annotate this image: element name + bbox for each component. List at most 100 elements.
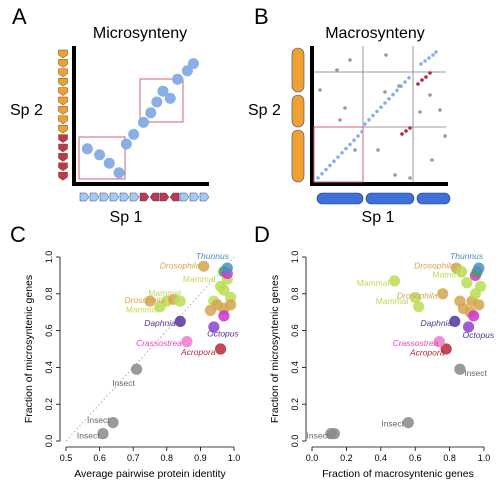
species-label: Mammal [432, 269, 465, 279]
species-label: Insect [87, 415, 110, 425]
ortholog-dot [181, 65, 193, 77]
x-tick-label: 1.0 [228, 453, 241, 463]
species-label: Insect [112, 378, 135, 388]
ortholog-dot [164, 92, 176, 104]
gene-arrow-icon [58, 106, 68, 115]
ortholog-dot [356, 134, 360, 138]
ortholog-dot [443, 134, 447, 138]
data-point [468, 310, 480, 322]
ortholog-dot [430, 158, 434, 162]
ortholog-dot [428, 71, 432, 75]
data-point [473, 299, 485, 311]
species-label: Drosophila [124, 295, 165, 305]
data-point [225, 299, 237, 311]
data-point [144, 295, 156, 307]
gene-arrow-icon [58, 87, 68, 96]
ortholog-dot [375, 109, 379, 114]
ortholog-dot [335, 68, 339, 72]
species-label: Drosophila [397, 291, 438, 301]
y-tick-label: 0.6 [44, 324, 54, 337]
data-point [388, 275, 401, 287]
ortholog-dot [404, 129, 408, 133]
ortholog-dot [383, 90, 387, 94]
ortholog-dot [103, 157, 115, 169]
species-label: Mammal [126, 304, 159, 314]
species-label: Mammal [183, 274, 216, 284]
ortholog-dot [403, 80, 407, 84]
panel-c-scatter: C 0.5 0.6 0.7 0.8 0.9 1.00.00.20.40.60.81.0Av… [10, 222, 240, 480]
ortholog-dot [113, 167, 125, 179]
species-label: Mammal [376, 296, 409, 306]
gene-arrow-icon [58, 153, 68, 162]
gene-arrow-icon [159, 192, 170, 202]
species-label: Insect [307, 430, 330, 440]
species-label: Mammal [148, 288, 181, 298]
panel-a-ylabel: Sp 2 [10, 102, 43, 119]
panel-a-syntenic-block-box [78, 136, 126, 180]
gene-arrow-icon [58, 59, 68, 68]
panel-b-title: Macrosynteny [325, 25, 425, 42]
gene-arrow-icon [58, 115, 68, 125]
y-tick-label: 0.4 [44, 361, 54, 374]
ortholog-dot [424, 75, 428, 79]
panel-b-ylabel: Sp 2 [248, 102, 281, 119]
species-label: Insect [464, 368, 487, 378]
ortholog-dot [393, 173, 397, 177]
gene-arrow-icon [139, 192, 150, 202]
data-point [107, 417, 119, 429]
ortholog-dot [434, 50, 438, 54]
data-point [181, 336, 193, 348]
data-point [474, 280, 487, 293]
data-point [461, 277, 473, 289]
panel-a-title: Microsynteny [93, 25, 187, 42]
panel-b-sp1-chromosome [365, 192, 415, 205]
ortholog-dot [423, 59, 427, 63]
ortholog-dot [145, 107, 157, 119]
data-point [218, 310, 230, 322]
gene-arrow-icon [58, 171, 68, 181]
ortholog-dot [151, 96, 163, 108]
data-point [449, 315, 461, 327]
x-tick-label: 0.9 [194, 453, 207, 463]
y-tick-label: 0.6 [290, 324, 300, 337]
ortholog-dot [416, 82, 420, 86]
ortholog-dot [397, 84, 401, 88]
gene-arrow-icon [99, 192, 110, 202]
gene-arrow-icon [58, 134, 68, 143]
ortholog-dot [336, 155, 340, 159]
gene-arrow-icon [189, 192, 200, 202]
data-point [454, 363, 466, 375]
ortholog-dot [387, 97, 391, 101]
data-point [221, 262, 233, 274]
y-tick-label: 0.4 [290, 361, 300, 374]
ortholog-dot [340, 151, 344, 155]
ortholog-dot [94, 149, 106, 161]
ortholog-dot [395, 88, 399, 93]
ortholog-dot [81, 143, 93, 155]
gene-arrow-icon [129, 192, 140, 202]
species-label: Daphnia [144, 318, 176, 328]
y-tick-label: 0.0 [290, 435, 300, 448]
ortholog-dot [157, 85, 169, 97]
panel-b-sp1-chromosome [416, 192, 451, 205]
identity-diagonal-line [65, 256, 235, 442]
x-tick-label: 0.0 [306, 453, 319, 463]
data-point [437, 288, 449, 300]
species-label: Drosophila [414, 260, 455, 270]
ortholog-dot [318, 88, 322, 92]
data-point [413, 301, 425, 313]
species-label: Octopus [463, 330, 495, 340]
x-tick-label: 0.7 [127, 453, 140, 463]
species-label: Crassostrea [393, 338, 439, 348]
panel-b-sp1-chromosome [316, 192, 364, 205]
y-tick-label: 0.0 [44, 435, 54, 448]
ortholog-dot [332, 159, 336, 163]
ortholog-dot [384, 53, 388, 57]
gene-arrow-icon [199, 192, 210, 202]
panel-b-letter: B [254, 4, 269, 29]
ortholog-dot [353, 148, 357, 152]
gene-arrow-icon [58, 143, 68, 153]
species-label: Thunnus [450, 251, 484, 261]
panel-b-sp2-chromosome [291, 129, 305, 183]
